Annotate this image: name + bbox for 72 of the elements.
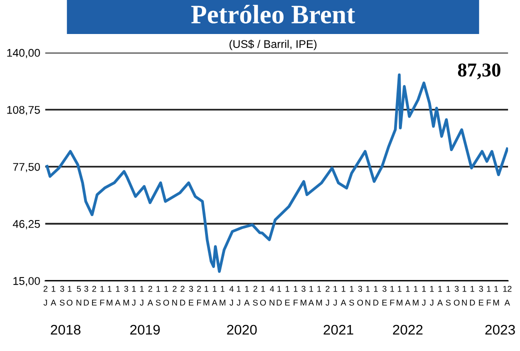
x-tick-label: 3 E (188, 286, 194, 306)
x-tick-label: 1 D (276, 286, 282, 306)
x-tick-label: 1 O (66, 286, 72, 306)
x-tick-label: 3 E (382, 286, 387, 306)
x-tick-label: 1 N (462, 286, 467, 306)
y-tick-label: 46,25 (12, 220, 40, 230)
x-tick-label: 2 F (197, 286, 202, 306)
x-tick-label: 12 A (503, 286, 512, 306)
x-tick-label: 1 F (390, 286, 394, 306)
y-tick-label: 15,00 (13, 277, 40, 286)
x-tick-label: 1 F (486, 286, 491, 306)
x-tick-label: 1 O (260, 286, 266, 306)
x-tick-label: 3 D (84, 286, 89, 306)
x-tick-label: 1 A (340, 286, 346, 306)
x2-tick-label: 2023 (485, 324, 515, 335)
y-tick-label: 140,00 (7, 48, 40, 58)
x-tick-label: 3 O (454, 286, 460, 306)
chart-subtitle: (US$ / Barril, IPE) (230, 40, 316, 50)
x-tick-label: 1 A (437, 286, 443, 306)
x2-tick-label: 2020 (227, 324, 257, 335)
x-tick-label: 1 M (106, 286, 112, 306)
x-tick-label: 1 F (294, 286, 298, 306)
x-tick-label: 3 M (123, 286, 129, 306)
x-tick-label: 3 S (60, 286, 65, 306)
x-tick-label: 1 J (236, 286, 241, 306)
x-tick-label: 2 J (44, 286, 48, 306)
x-tick-label: 1 E (285, 286, 290, 306)
x-tick-label: 1 M (396, 286, 402, 306)
x-tick-label: 1 A (308, 286, 314, 306)
x-tick-label: 3 O (357, 286, 363, 306)
x-tick-label: 2 S (252, 286, 258, 306)
x-tick-label: 5 N (76, 286, 82, 306)
x-tick-label: 1 M (493, 286, 499, 306)
y-tick-label: 108,75 (7, 106, 40, 116)
x-tick-label: 1 M (412, 286, 418, 306)
x-tick-label: 1 S (349, 286, 354, 306)
x-tick-label: 3 M (300, 286, 306, 306)
x2-tick-label: 2022 (393, 324, 423, 335)
x-tick-label: 1 M (220, 286, 226, 306)
x-tick-label: 1 A (212, 286, 218, 306)
x-tick-label: 4 N (270, 286, 274, 306)
x-tick-label: 1 A (114, 286, 121, 306)
x2-tick-label: 2021 (324, 324, 354, 335)
x-tick-label: 1 J (140, 286, 144, 306)
x-tick-label: 1 M (316, 286, 322, 306)
x-tick-label: 1 M (204, 286, 210, 306)
x-tick-label: 1 J (430, 286, 434, 306)
x-tick-label: 1 D (470, 286, 475, 306)
x-tick-label: 1 S (156, 286, 161, 306)
x-tick-label: 1 J (333, 286, 338, 306)
x-tick-label: 1 O (163, 286, 170, 306)
x-tick-label: 1 A (50, 286, 56, 306)
x-tick-label: 1 F (100, 286, 104, 306)
chart-title: Petróleo Brent (191, 4, 356, 24)
x-tick-label: 4 J (229, 286, 234, 306)
x-tick-label: 1 N (365, 286, 370, 306)
y-tick-label: 77,50 (13, 162, 40, 172)
x-tick-label: 1 S (446, 286, 451, 306)
x-tick-label: 1 J (422, 286, 426, 306)
x-tick-label: 2 D (180, 286, 186, 306)
x-tick-label: 2 E (92, 286, 97, 306)
annotation: 87,30 (458, 63, 500, 80)
x-tick-label: 2 A (148, 286, 154, 306)
x2-tick-label: 2018 (50, 324, 80, 335)
x-tick-label: 2 N (172, 286, 177, 306)
x-tick-label: 1 A (244, 286, 250, 306)
x-tick-label: 1 J (132, 286, 136, 306)
x-tick-label: 1 D (373, 286, 378, 306)
x-tick-label: 1 A (404, 286, 411, 306)
x-tick-label: 2 J (326, 286, 330, 306)
x2-tick-label: 2019 (130, 324, 160, 335)
x-tick-label: 3 E (478, 286, 484, 306)
